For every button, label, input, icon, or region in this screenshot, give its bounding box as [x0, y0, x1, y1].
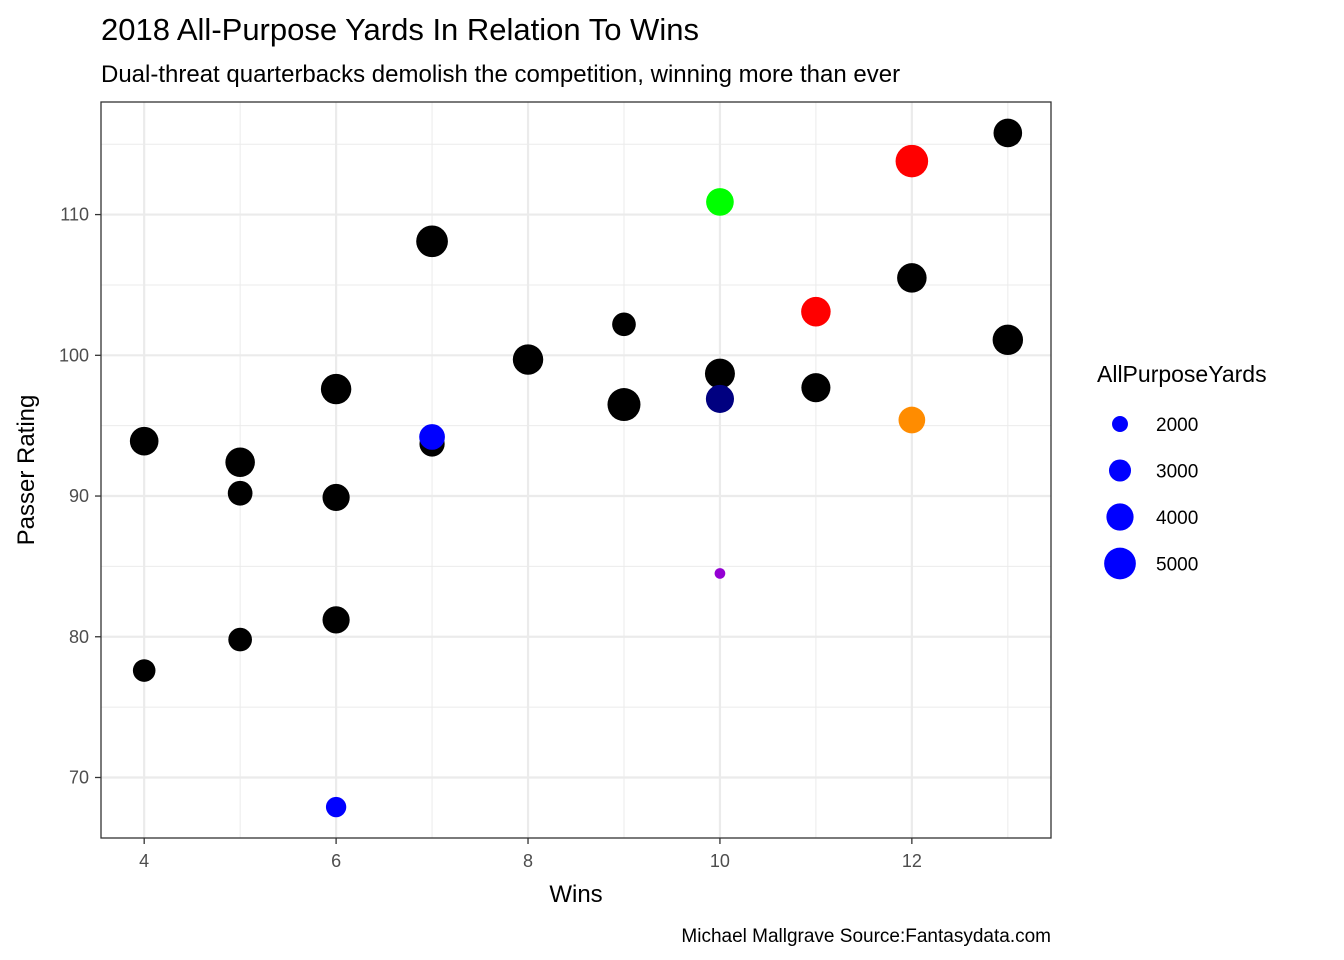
y-tick-label: 90	[69, 486, 89, 506]
data-point	[714, 568, 726, 579]
data-point	[227, 480, 253, 506]
y-axis-ticks: 70 80 90 100 110	[59, 205, 101, 787]
data-point	[419, 424, 445, 450]
y-tick-label: 80	[69, 627, 89, 647]
x-tick-label: 6	[331, 851, 341, 871]
chart-caption: Michael Mallgrave Source:Fantasydata.com	[681, 926, 1051, 947]
data-point	[607, 388, 641, 422]
data-point	[993, 118, 1023, 148]
data-point	[325, 796, 347, 818]
x-axis-title: Wins	[549, 881, 602, 908]
plot-background	[101, 102, 1051, 838]
x-tick-label: 8	[523, 851, 533, 871]
data-point	[992, 324, 1024, 356]
chart-title: 2018 All-Purpose Yards In Relation To Wi…	[101, 12, 699, 47]
data-point	[705, 384, 735, 414]
data-point	[225, 447, 255, 478]
y-axis-title: Passer Rating	[13, 395, 40, 546]
data-point	[132, 659, 156, 682]
data-point	[512, 344, 544, 375]
data-point	[129, 426, 159, 456]
data-point	[322, 483, 350, 512]
data-point	[898, 406, 926, 434]
data-point	[704, 358, 735, 389]
chart-subtitle: Dual-threat quarterbacks demolish the co…	[101, 61, 900, 88]
legend-key-circle	[1108, 459, 1132, 482]
legend-key-label: 5000	[1156, 555, 1198, 576]
plot-panel	[100, 101, 1052, 839]
data-point	[706, 188, 734, 216]
data-point	[228, 627, 252, 652]
y-tick-label: 110	[60, 205, 89, 225]
minor-gridlines	[101, 102, 1051, 838]
data-point	[320, 373, 352, 405]
x-tick-label: 4	[139, 851, 149, 871]
major-gridlines	[101, 102, 1051, 838]
legend: AllPurposeYards 2000 3000 4000 5000	[1097, 361, 1267, 580]
legend-key-label: 4000	[1156, 508, 1198, 529]
plot-border	[100, 101, 1052, 839]
data-points	[129, 118, 1024, 818]
legend-title: AllPurposeYards	[1097, 361, 1267, 387]
y-tick-label: 100	[59, 345, 89, 365]
data-point	[416, 225, 448, 258]
data-point	[612, 312, 636, 337]
legend-key-label: 2000	[1156, 415, 1198, 436]
legend-key-circle	[1112, 416, 1128, 432]
x-axis-ticks: 4 6 8 10 12	[139, 838, 922, 871]
legend-key-circle	[1104, 547, 1136, 580]
data-point	[801, 373, 831, 403]
legend-keys: 2000 3000 4000 5000	[1104, 415, 1198, 580]
data-point	[322, 606, 350, 634]
y-tick-label: 70	[69, 767, 89, 787]
legend-key-circle	[1106, 503, 1134, 531]
legend-key-label: 3000	[1156, 462, 1198, 483]
data-point	[801, 296, 831, 327]
x-tick-label: 10	[710, 851, 730, 871]
x-tick-label: 12	[902, 851, 922, 871]
data-point	[897, 263, 927, 293]
data-point	[895, 144, 929, 178]
